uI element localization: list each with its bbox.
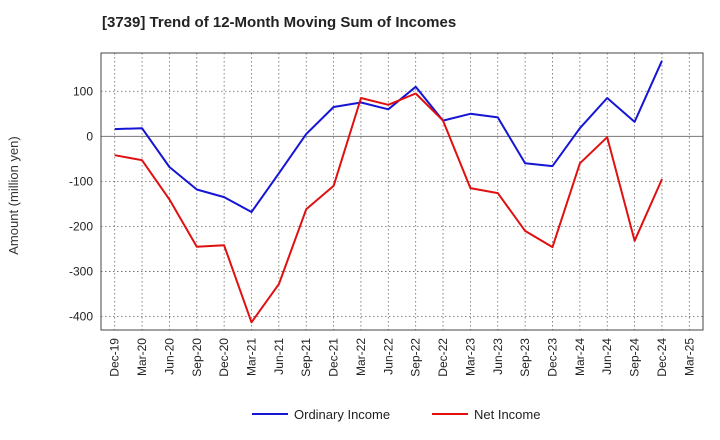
x-tick-label: Sep-22 [409, 338, 423, 377]
y-tick-label: -300 [69, 264, 93, 278]
y-tick-label: -200 [69, 219, 93, 233]
x-tick-label: Mar-20 [135, 338, 149, 376]
legend: Ordinary Income Net Income [252, 407, 540, 422]
x-tick-label: Jun-24 [600, 338, 614, 375]
chart-title: [3739] Trend of 12-Month Moving Sum of I… [102, 14, 457, 31]
x-tick-label: Mar-23 [463, 338, 477, 376]
series-line-net-income [114, 92, 663, 324]
series-line-ordinary-income [114, 60, 663, 213]
x-tick-label: Dec-24 [655, 338, 669, 377]
x-tick-label: Dec-22 [436, 338, 450, 377]
x-tick-label: Jun-22 [381, 338, 395, 375]
x-tick-label: Dec-23 [546, 338, 560, 377]
y-tick-label: 0 [86, 129, 93, 143]
x-tick-label: Sep-20 [190, 338, 204, 377]
legend-label: Ordinary Income [294, 407, 390, 422]
axes [100, 52, 704, 331]
x-tick-label: Dec-21 [327, 338, 341, 377]
x-tick-label: Jun-23 [491, 338, 505, 375]
x-tick-label: Mar-22 [354, 338, 368, 376]
plot-area [101, 53, 703, 330]
x-tick-label: Mar-25 [682, 338, 696, 376]
x-tick-label: Jun-21 [272, 338, 286, 375]
x-tick-label: Dec-19 [108, 338, 122, 377]
x-tick-label: Sep-21 [299, 338, 313, 377]
tick-labels: 100 0 -100 -200 -300 -400 Dec-19 Mar-20 Jun-20 Se… [69, 84, 696, 376]
x-tick-label: Dec-20 [217, 338, 231, 377]
series-lines [114, 60, 663, 324]
y-tick-label: -100 [69, 174, 93, 188]
y-axis-label: Amount (million yen) [6, 136, 21, 255]
legend-label: Net Income [474, 407, 540, 422]
x-tick-label: Mar-21 [245, 338, 259, 376]
plot-border [100, 52, 704, 331]
y-tick-label: -400 [69, 309, 93, 323]
x-tick-label: Sep-24 [628, 338, 642, 377]
x-tick-label: Sep-23 [518, 338, 532, 377]
grid-lines [101, 53, 703, 330]
x-tick-label: Mar-24 [573, 338, 587, 376]
y-tick-label: 100 [73, 84, 93, 98]
x-tick-label: Jun-20 [162, 338, 176, 375]
